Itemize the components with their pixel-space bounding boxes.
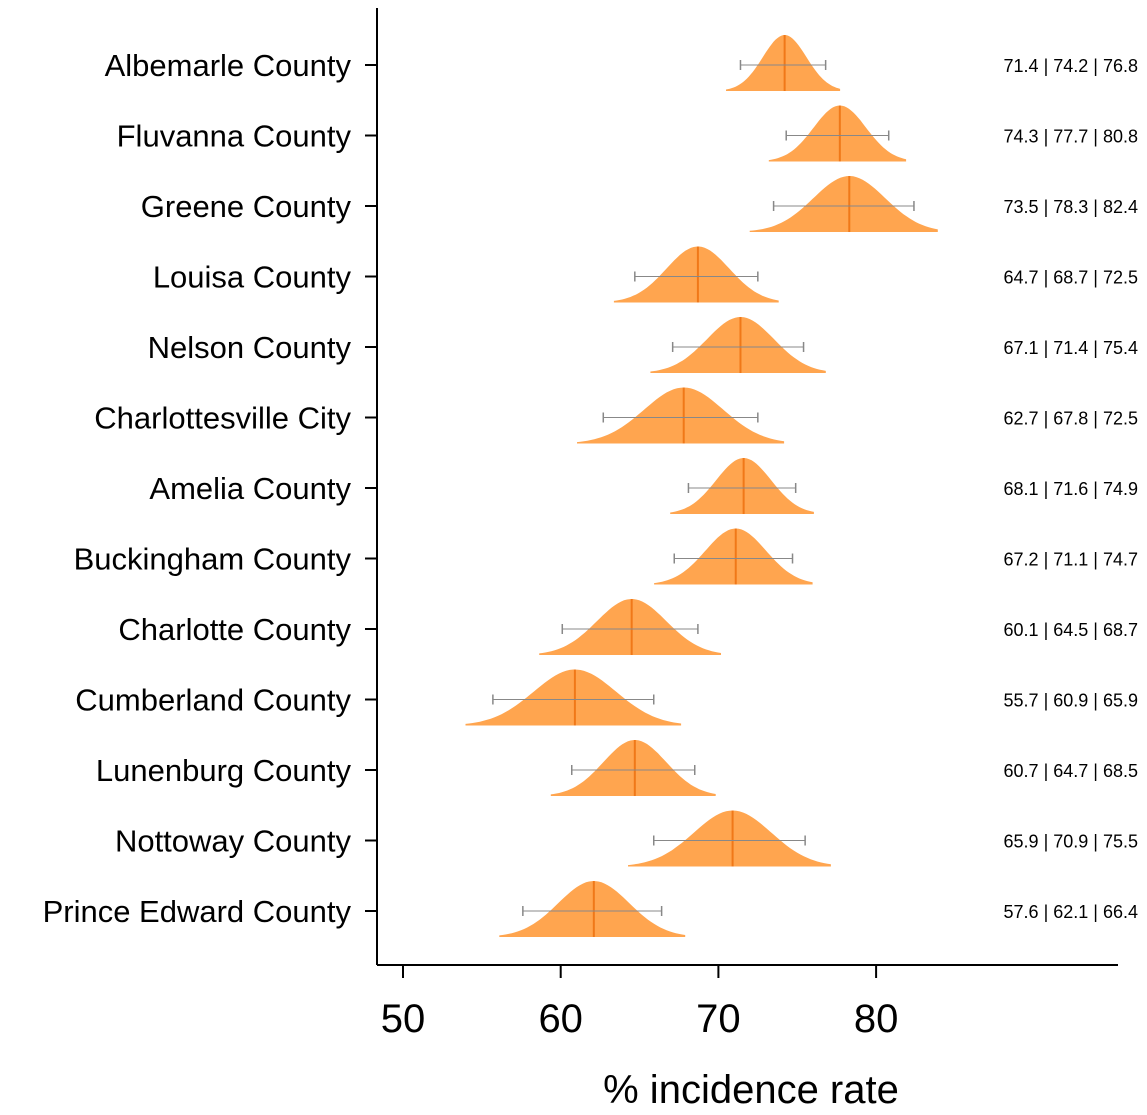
row: Nottoway County 65.9 | 70.9 | 75.5	[115, 810, 1138, 867]
category-label: Albemarle County	[105, 48, 352, 83]
value-label: 67.2 | 71.1 | 74.7	[1004, 550, 1138, 570]
category-label: Louisa County	[153, 260, 352, 295]
category-label: Cumberland County	[75, 683, 351, 718]
row: Buckingham County 67.2 | 71.1 | 74.7	[74, 528, 1138, 585]
density-shape	[465, 669, 682, 726]
x-tick-label: 60	[538, 997, 583, 1041]
row: Greene County 73.5 | 78.3 | 82.4	[141, 176, 1138, 232]
x-axis-title: % incidence rate	[603, 1068, 899, 1112]
row: Charlotte County 60.1 | 64.5 | 68.7	[118, 599, 1138, 655]
row: Prince Edward County 57.6 | 62.1 | 66.4	[43, 881, 1138, 937]
row: Nelson County 67.1 | 71.4 | 75.4	[148, 317, 1138, 373]
density-shape	[749, 176, 938, 232]
value-label: 64.7 | 68.7 | 72.5	[1004, 268, 1138, 288]
category-label: Fluvanna County	[117, 119, 352, 154]
value-label: 65.9 | 70.9 | 75.5	[1004, 832, 1138, 852]
category-label: Charlottesville City	[94, 401, 351, 436]
density-shape	[613, 246, 779, 303]
value-label: 73.5 | 78.3 | 82.4	[1004, 197, 1138, 217]
category-label: Buckingham County	[74, 542, 352, 577]
density-shape	[628, 810, 831, 867]
row: Fluvanna County 74.3 | 77.7 | 80.8	[117, 105, 1138, 162]
density-shape	[539, 599, 721, 655]
density-shape	[768, 105, 907, 162]
density-shape	[577, 387, 785, 444]
category-label: Prince Edward County	[43, 894, 352, 929]
category-label: Nelson County	[148, 330, 352, 365]
x-tick-label: 80	[854, 997, 899, 1041]
value-label: 55.7 | 60.9 | 65.9	[1004, 691, 1138, 711]
x-ticks-layer: 50 60 70 80	[381, 965, 899, 1041]
value-label: 62.7 | 67.8 | 72.5	[1004, 409, 1138, 429]
category-label: Lunenburg County	[96, 753, 352, 788]
category-label: Greene County	[141, 189, 352, 224]
category-label: Nottoway County	[115, 824, 352, 859]
density-shape	[499, 881, 686, 937]
x-tick-label: 70	[696, 997, 741, 1041]
rows-layer: Albemarle County 71.4 | 74.2 | 76.8 Fluvan…	[43, 35, 1138, 937]
row: Cumberland County 55.7 | 60.9 | 65.9	[75, 669, 1138, 726]
density-shape	[726, 35, 841, 91]
value-label: 71.4 | 74.2 | 76.8	[1004, 56, 1138, 76]
density-shape	[670, 458, 814, 514]
row: Lunenburg County 60.7 | 64.7 | 68.5	[96, 740, 1138, 796]
category-label: Charlotte County	[118, 612, 351, 647]
value-label: 67.1 | 71.4 | 75.4	[1004, 338, 1138, 358]
density-shape	[550, 740, 716, 796]
value-label: 57.6 | 62.1 | 66.4	[1004, 902, 1138, 922]
row: Albemarle County 71.4 | 74.2 | 76.8	[105, 35, 1138, 91]
value-label: 74.3 | 77.7 | 80.8	[1004, 127, 1138, 147]
row: Louisa County 64.7 | 68.7 | 72.5	[153, 246, 1138, 303]
value-label: 68.1 | 71.6 | 74.9	[1004, 479, 1138, 499]
density-shape	[650, 317, 826, 373]
category-label: Amelia County	[149, 471, 351, 506]
value-label: 60.7 | 64.7 | 68.5	[1004, 761, 1138, 781]
density-shape	[654, 528, 813, 585]
row: Amelia County 68.1 | 71.6 | 74.9	[149, 458, 1138, 514]
x-tick-label: 50	[381, 997, 426, 1041]
row: Charlottesville City 62.7 | 67.8 | 72.5	[94, 387, 1138, 444]
value-label: 60.1 | 64.5 | 68.7	[1004, 620, 1138, 640]
